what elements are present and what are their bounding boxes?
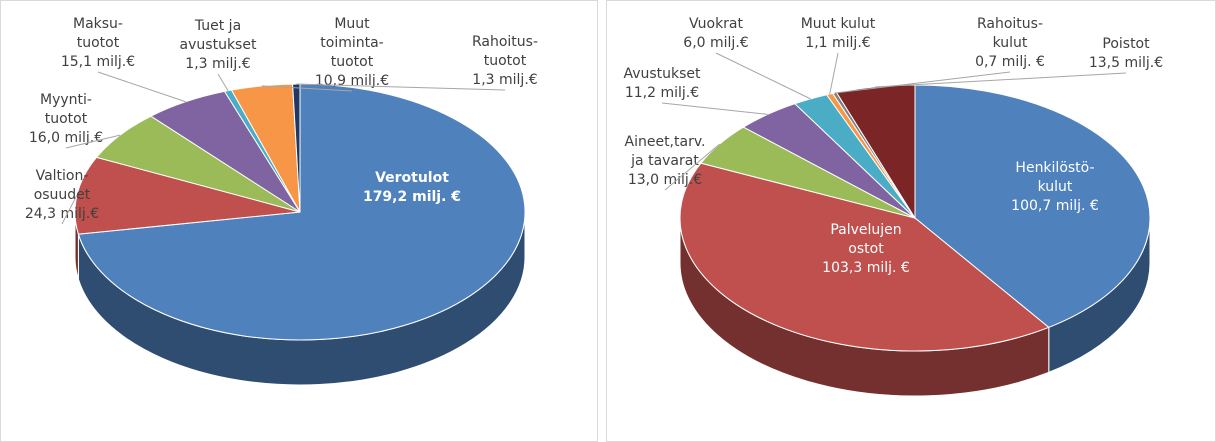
leader-line [65,134,121,149]
value-label: 179,2 milj. € [363,189,461,205]
slice-label: Palvelujen ostot [830,222,901,257]
slice-label: Muut kulut [801,16,876,32]
slice-label: Rahoitus-tuotot [472,34,538,69]
slice-label: Verotulot [375,170,449,186]
slice [77,83,526,341]
value-label: 6,0 milj.€ [683,35,748,51]
slice-label: Avustukset [623,66,701,82]
slice-label: Muut toiminta-tuotot [320,16,383,70]
leader-line [97,71,186,103]
leader-line [715,52,811,100]
leader-line [296,83,506,91]
value-label: 1,1 milj.€ [805,35,870,51]
slice-label: Rahoitus-kulut [977,16,1043,51]
slice-label: Valtion-osuudet [34,168,91,203]
value-label: 0,7 milj. € [975,54,1045,70]
slice-label: Henkilöstö-kulut [1015,160,1094,195]
leader-line [829,52,839,95]
value-label: 103,3 milj. € [822,260,910,276]
leader-line [661,102,768,115]
leader-line [61,194,78,225]
slice-label: Vuokrat [689,16,744,32]
slice-label: Maksu-tuotot [73,16,123,51]
slice-label: Myynti-tuotot [40,92,92,127]
slice-label: Aineet,tarv. ja tavarat [625,134,706,169]
slice [914,84,1151,328]
value-label: 24,3 milj.€ [25,206,99,222]
value-label: 11,2 milj.€ [625,85,699,101]
value-label: 13,5 milj.€ [1089,55,1163,71]
value-label: 1,3 milj.€ [185,56,250,72]
leader-line [875,72,1127,88]
value-label: 100,7 milj. € [1011,198,1099,214]
value-label: 1,3 milj.€ [472,72,537,88]
leader-line [217,73,229,91]
slice [679,162,1050,352]
leader-line [664,143,720,191]
leader-line [261,85,353,92]
leader-line [834,71,1011,94]
slice-label: Tuet ja avustukset [180,18,257,53]
slice-label: Poistot [1102,36,1150,52]
value-label: 13,0 milj.€ [628,172,702,188]
value-label: 15,1 milj.€ [61,54,135,70]
value-label: 16,0 milj.€ [29,130,103,146]
